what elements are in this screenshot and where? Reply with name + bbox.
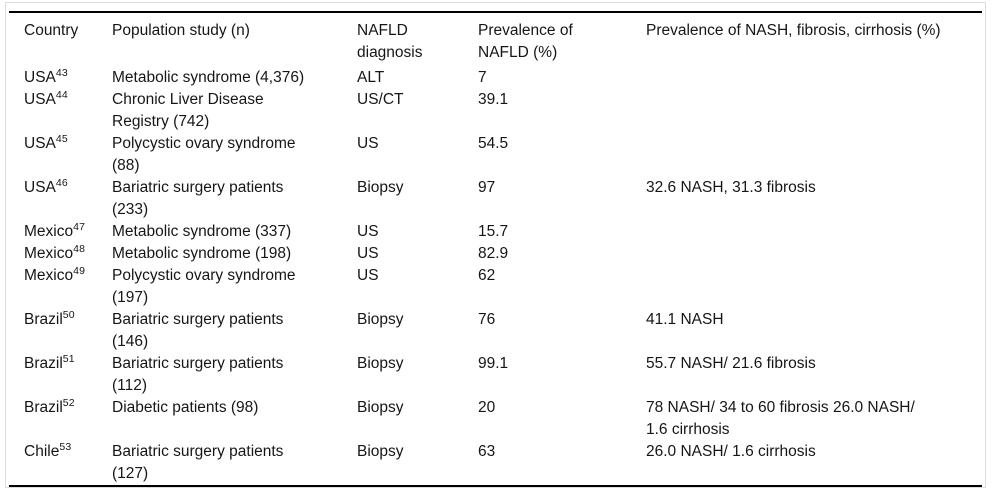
cell-prevalence-nash: 55.7 NASH/ 21.6 fibrosis	[646, 355, 816, 372]
cell-country: Brazil52	[9, 397, 112, 441]
cell-prevalence-nafld: 99.1	[478, 355, 509, 372]
reference-superscript: 48	[73, 243, 86, 255]
table-row: Mexico47 Metabolic syndrome (337) US 15.…	[9, 221, 982, 243]
header-row: Country Population study (n) NAFLD diagn…	[9, 12, 982, 67]
cell-prevalence-nafld: 7	[478, 69, 487, 86]
cell-country: USA45	[9, 133, 112, 177]
reference-superscript: 47	[73, 221, 86, 233]
cell-prevalence-nafld: 82.9	[478, 245, 509, 262]
country-name: Brazil	[24, 399, 63, 416]
cell-country: USA43	[9, 67, 112, 89]
cell-prevalence-nafld: 63	[478, 443, 496, 460]
table-row: USA46 Bariatric surgery patients (233) B…	[9, 177, 982, 221]
cell-population-study: Bariatric surgery patients (127)	[112, 443, 284, 482]
column-header-prevalence-nash: Prevalence of NASH, fibrosis, cirrhosis …	[646, 22, 941, 39]
cell-prevalence-nash: 26.0 NASH/ 1.6 cirrhosis	[646, 443, 816, 460]
cell-population-study: Diabetic patients (98)	[112, 399, 259, 416]
table-row: USA43 Metabolic syndrome (4,376) ALT 7	[9, 67, 982, 89]
cell-prevalence-nash	[646, 67, 982, 89]
table-body: USA43 Metabolic syndrome (4,376) ALT 7 U…	[9, 67, 982, 486]
cell-country: USA46	[9, 177, 112, 221]
country-name: Mexico	[24, 245, 74, 262]
country-name: Mexico	[24, 223, 74, 240]
cell-country: USA44	[9, 89, 112, 133]
cell-nafld-diagnosis: US	[357, 245, 379, 262]
cell-population-study: Metabolic syndrome (4,376)	[112, 69, 305, 86]
country-name: USA	[24, 135, 56, 152]
table-row: Brazil52 Diabetic patients (98) Biopsy 2…	[9, 397, 982, 441]
cell-nafld-diagnosis: Biopsy	[357, 355, 404, 372]
table-row: Chile53 Bariatric surgery patients (127)…	[9, 441, 982, 486]
cell-prevalence-nash	[646, 221, 982, 243]
country-name: Mexico	[24, 267, 74, 284]
cell-population-study: Bariatric surgery patients (146)	[112, 311, 284, 350]
reference-superscript: 44	[55, 89, 68, 101]
prevalence-table: Country Population study (n) NAFLD diagn…	[9, 11, 982, 487]
cell-country: Mexico48	[9, 243, 112, 265]
reference-superscript: 43	[55, 67, 68, 79]
table-row: USA45 Polycystic ovary syndrome (88) US …	[9, 133, 982, 177]
cell-country: Brazil51	[9, 353, 112, 397]
cell-prevalence-nafld: 15.7	[478, 223, 509, 240]
table-frame: Country Population study (n) NAFLD diagn…	[5, 2, 986, 488]
cell-nafld-diagnosis: US/CT	[357, 91, 404, 108]
column-header-prevalence-nafld: Prevalence of NAFLD (%)	[478, 22, 573, 61]
cell-country: Mexico47	[9, 221, 112, 243]
cell-prevalence-nafld: 76	[478, 311, 496, 328]
cell-country: Chile53	[9, 441, 112, 486]
country-name: Brazil	[24, 355, 63, 372]
cell-population-study: Polycystic ovary syndrome (88)	[112, 135, 296, 174]
cell-population-study: Metabolic syndrome (198)	[112, 245, 292, 262]
cell-nafld-diagnosis: Biopsy	[357, 311, 404, 328]
cell-population-study: Polycystic ovary syndrome (197)	[112, 267, 296, 306]
cell-population-study: Chronic Liver Disease Registry (742)	[112, 91, 264, 130]
country-name: USA	[24, 69, 56, 86]
country-name: Brazil	[24, 311, 63, 328]
reference-superscript: 53	[59, 441, 72, 453]
cell-prevalence-nafld: 39.1	[478, 91, 509, 108]
table-header: Country Population study (n) NAFLD diagn…	[9, 12, 982, 67]
cell-prevalence-nafld: 20	[478, 399, 496, 416]
column-header-population-study: Population study (n)	[112, 22, 250, 39]
cell-prevalence-nash	[646, 89, 982, 133]
reference-superscript: 50	[62, 309, 75, 321]
cell-nafld-diagnosis: US	[357, 223, 379, 240]
cell-country: Brazil50	[9, 309, 112, 353]
cell-prevalence-nafld: 54.5	[478, 135, 509, 152]
country-name: USA	[24, 91, 56, 108]
cell-prevalence-nash: 41.1 NASH	[646, 311, 724, 328]
reference-superscript: 46	[55, 177, 68, 189]
cell-nafld-diagnosis: Biopsy	[357, 179, 404, 196]
table-row: Mexico48 Metabolic syndrome (198) US 82.…	[9, 243, 982, 265]
country-name: Chile	[24, 443, 60, 460]
reference-superscript: 45	[55, 133, 68, 145]
cell-prevalence-nash	[646, 243, 982, 265]
country-name: USA	[24, 179, 56, 196]
cell-nafld-diagnosis: Biopsy	[357, 443, 404, 460]
cell-prevalence-nafld: 97	[478, 179, 496, 196]
cell-prevalence-nash: 78 NASH/ 34 to 60 fibrosis 26.0 NASH/ 1.…	[646, 399, 915, 438]
cell-country: Mexico49	[9, 265, 112, 309]
column-header-country: Country	[24, 22, 79, 39]
cell-prevalence-nash	[646, 133, 982, 177]
column-header-nafld-diagnosis: NAFLD diagnosis	[357, 22, 423, 61]
cell-nafld-diagnosis: US	[357, 267, 379, 284]
cell-nafld-diagnosis: US	[357, 135, 379, 152]
cell-prevalence-nafld: 62	[478, 267, 496, 284]
cell-nafld-diagnosis: Biopsy	[357, 399, 404, 416]
cell-prevalence-nash: 32.6 NASH, 31.3 fibrosis	[646, 179, 816, 196]
cell-population-study: Bariatric surgery patients (233)	[112, 179, 284, 218]
table-row: Brazil50 Bariatric surgery patients (146…	[9, 309, 982, 353]
cell-prevalence-nash	[646, 265, 982, 309]
table-row: Mexico49 Polycystic ovary syndrome (197)…	[9, 265, 982, 309]
table-row: USA44 Chronic Liver Disease Registry (74…	[9, 89, 982, 133]
reference-superscript: 51	[62, 353, 75, 365]
cell-population-study: Metabolic syndrome (337)	[112, 223, 292, 240]
table-row: Brazil51 Bariatric surgery patients (112…	[9, 353, 982, 397]
cell-population-study: Bariatric surgery patients (112)	[112, 355, 284, 394]
cell-nafld-diagnosis: ALT	[357, 69, 385, 86]
reference-superscript: 52	[62, 397, 75, 409]
reference-superscript: 49	[73, 265, 86, 277]
